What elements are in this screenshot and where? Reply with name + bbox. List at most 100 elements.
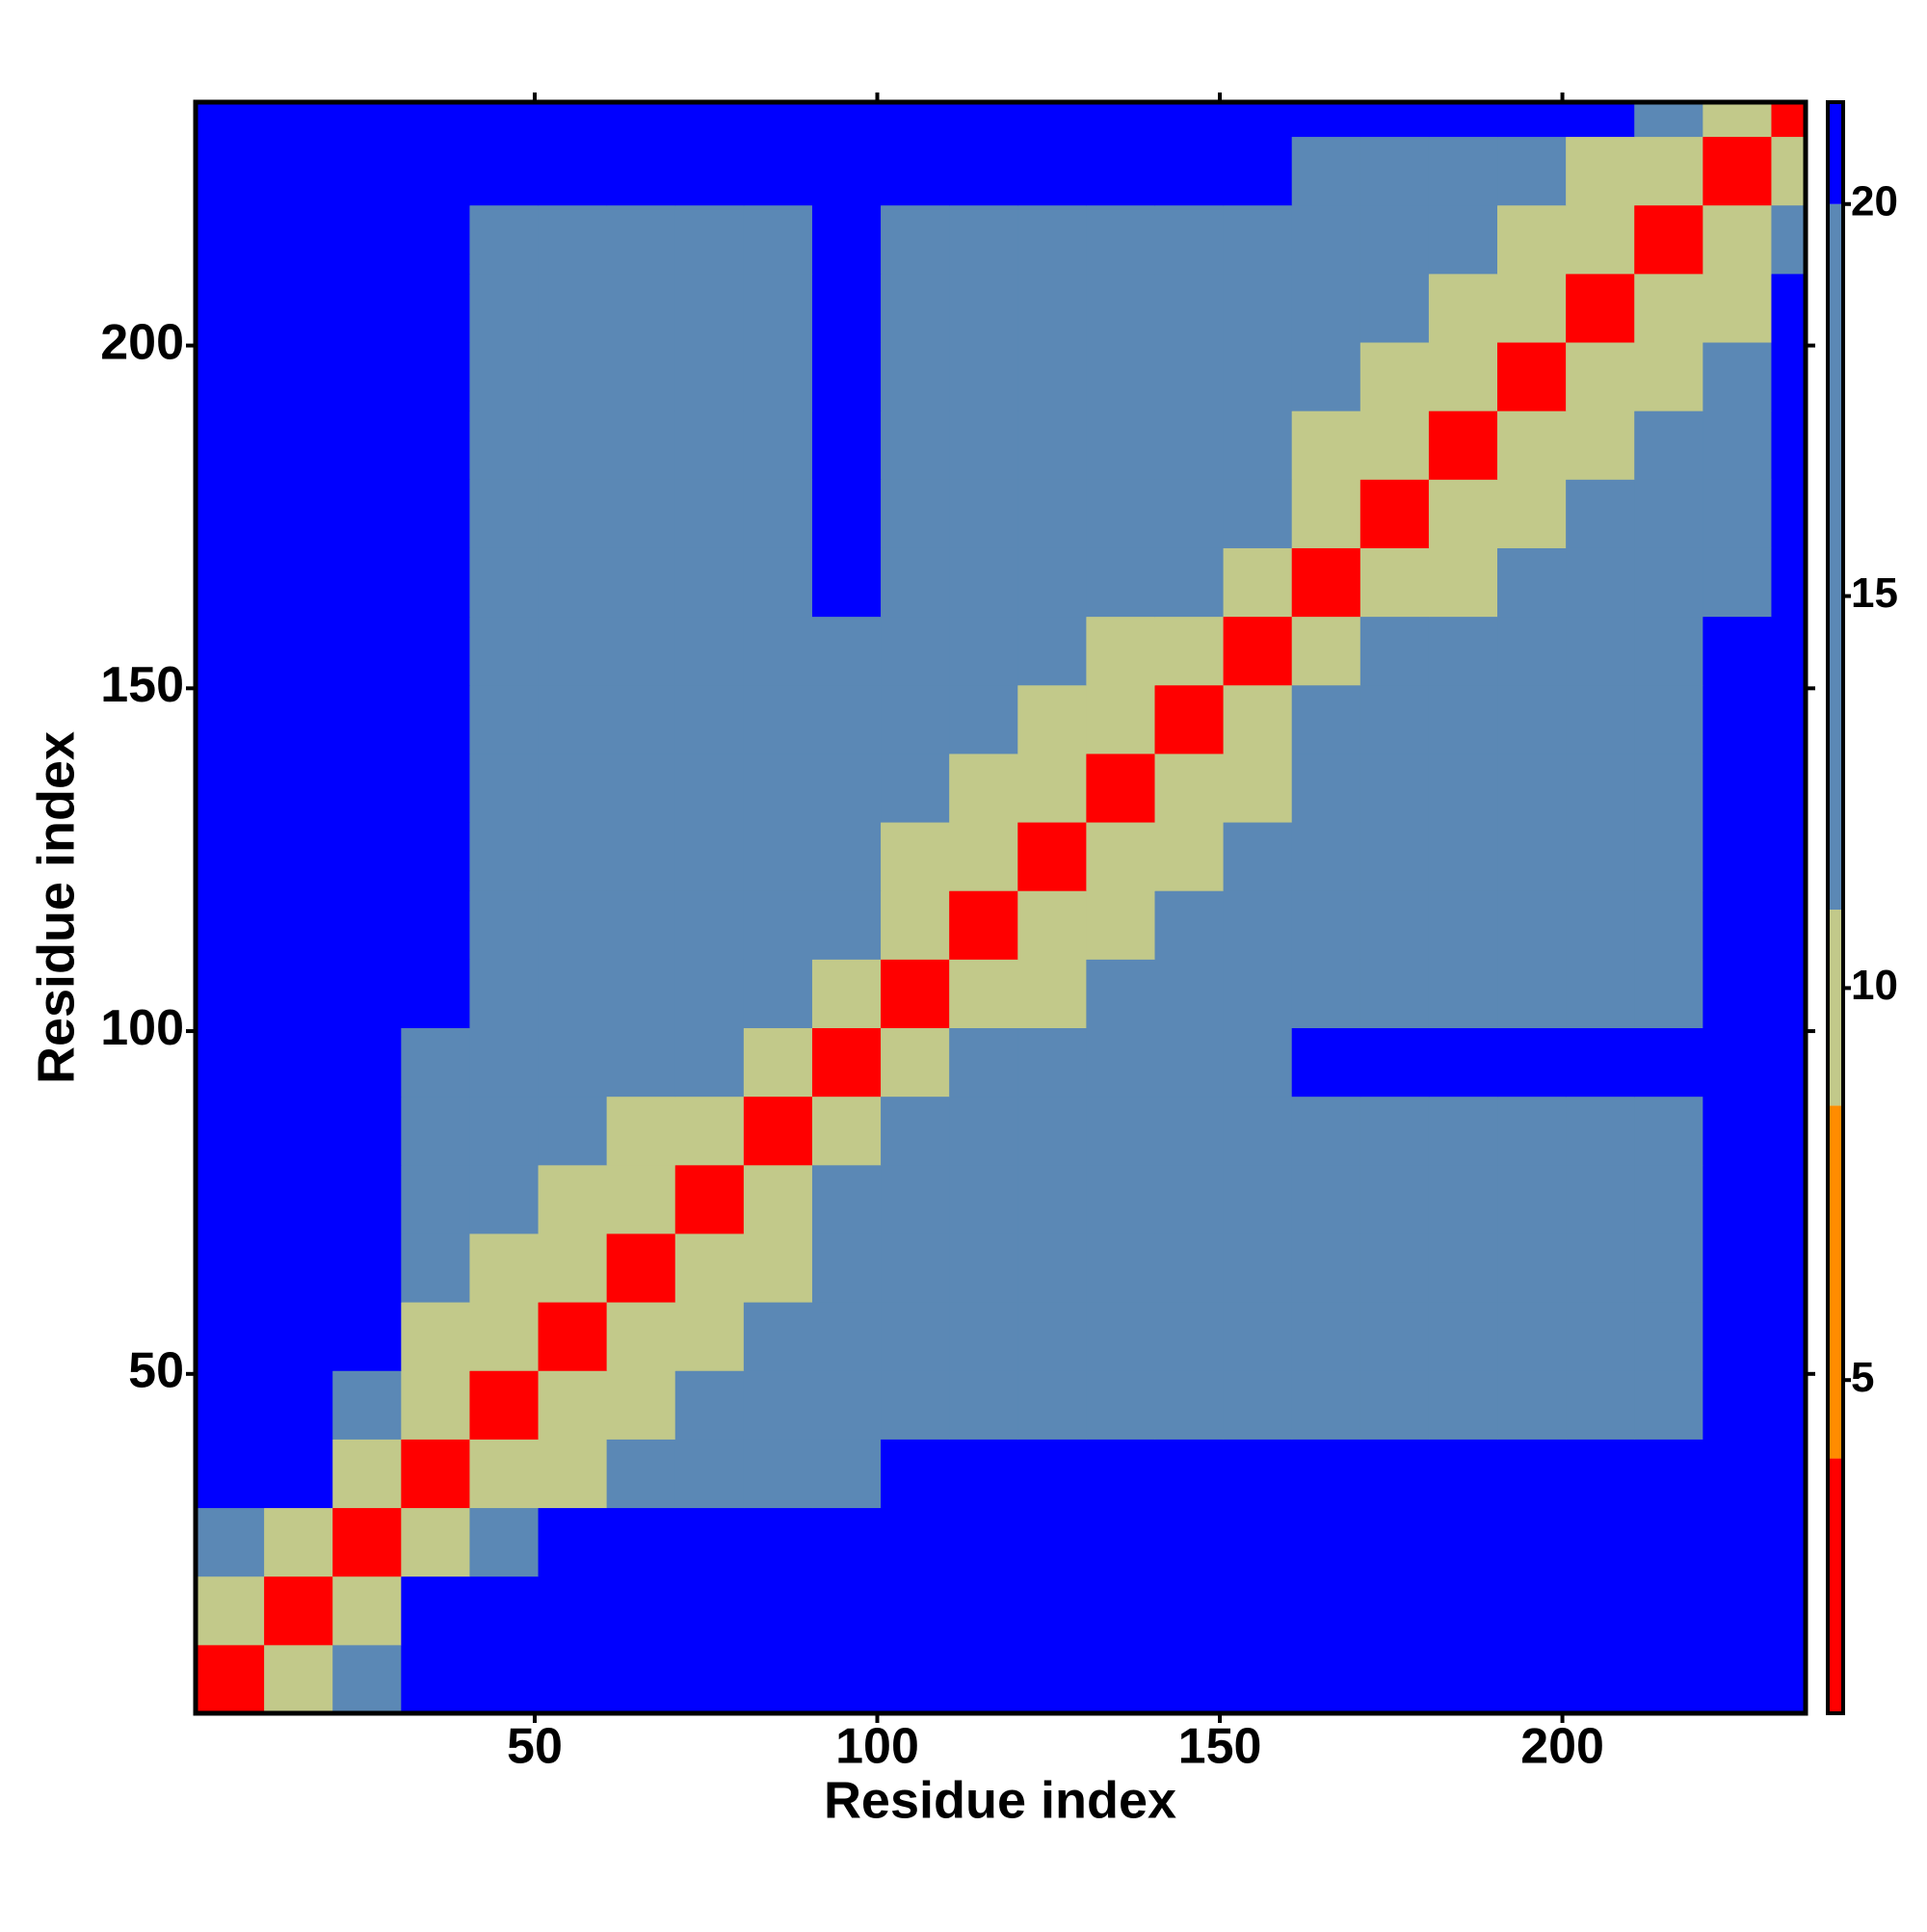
- heatmap-cell: [811, 1027, 882, 1098]
- heatmap-cell: [1017, 1644, 1087, 1714]
- heatmap-cell: [332, 1027, 402, 1098]
- colorbar-segment: [1828, 1458, 1843, 1713]
- heatmap-cell: [1771, 959, 1807, 1029]
- heatmap-cell: [1634, 959, 1703, 1029]
- heatmap-cell: [1291, 753, 1361, 823]
- heatmap-cell: [469, 1507, 540, 1577]
- heatmap-cell: [1566, 1644, 1635, 1714]
- heatmap-cell: [1428, 479, 1498, 548]
- heatmap-cell: [743, 753, 813, 823]
- heatmap-cell: [1086, 1370, 1155, 1440]
- heatmap-cell: [401, 684, 470, 754]
- heatmap-cell: [1703, 547, 1772, 618]
- heatmap-cell: [1771, 1370, 1807, 1440]
- heatmap-cell: [1634, 1370, 1703, 1440]
- heatmap-cell: [332, 1507, 402, 1577]
- heatmap-cell: [1017, 547, 1087, 618]
- x-tick-label: 50: [507, 1719, 563, 1775]
- heatmap-cell: [196, 273, 265, 343]
- heatmap-cell: [196, 204, 265, 275]
- heatmap-cell: [1291, 616, 1361, 686]
- heatmap-cell: [1359, 1164, 1430, 1234]
- heatmap-cell: [674, 753, 745, 823]
- heatmap-cell: [196, 342, 265, 411]
- heatmap-cell: [811, 479, 882, 548]
- heatmap-cell: [469, 204, 540, 275]
- heatmap-cell: [1428, 102, 1498, 138]
- heatmap-cell: [469, 1232, 540, 1303]
- heatmap-cell: [1497, 890, 1567, 960]
- heatmap-cell: [606, 102, 676, 138]
- heatmap-cell: [1086, 102, 1155, 138]
- heatmap-cell: [674, 1370, 745, 1440]
- heatmap-cell: [1497, 410, 1567, 480]
- x-axis-title: Residue index: [824, 1771, 1176, 1829]
- heatmap-cell: [1634, 1302, 1703, 1371]
- heatmap-cell: [1291, 1644, 1361, 1714]
- heatmap-cell: [1703, 1302, 1772, 1371]
- heatmap-cell: [1566, 1370, 1635, 1440]
- heatmap-cell: [949, 410, 1018, 480]
- heatmap-cell: [1771, 616, 1807, 686]
- heatmap-cell: [1771, 822, 1807, 891]
- heatmap-cell: [811, 616, 882, 686]
- heatmap-cell: [1771, 102, 1807, 138]
- heatmap-cell: [881, 1096, 950, 1166]
- heatmap-cell: [401, 1507, 470, 1577]
- heatmap-cell: [881, 1507, 950, 1577]
- heatmap-cell: [538, 410, 608, 480]
- heatmap-cell: [674, 1027, 745, 1098]
- heatmap-cell: [1634, 822, 1703, 891]
- heatmap-cell: [1154, 959, 1225, 1029]
- heatmap-cell: [401, 1370, 470, 1440]
- heatmap-cell: [606, 753, 676, 823]
- heatmap-cell: [1017, 410, 1087, 480]
- heatmap-cell: [1086, 1302, 1155, 1371]
- heatmap-cell: [264, 822, 333, 891]
- heatmap-cell: [538, 1164, 608, 1234]
- heatmap-cell: [811, 753, 882, 823]
- heatmap-cell: [1634, 410, 1703, 480]
- heatmap-cell: [674, 1164, 745, 1234]
- heatmap-cell: [1359, 102, 1430, 138]
- heatmap-cell: [674, 410, 745, 480]
- heatmap-cell: [469, 1370, 540, 1440]
- heatmap-cell: [332, 1439, 402, 1509]
- heatmap-cell: [1017, 1507, 1087, 1577]
- heatmap-cell: [1086, 136, 1155, 206]
- heatmap-cell: [811, 1232, 882, 1303]
- heatmap-cell: [743, 1027, 813, 1098]
- heatmap-cell: [1154, 410, 1225, 480]
- heatmap-cell: [1497, 616, 1567, 686]
- heatmap-cell: [1566, 1575, 1635, 1646]
- heatmap-cell: [1634, 1096, 1703, 1166]
- heatmap-cell: [1291, 1575, 1361, 1646]
- heatmap-cell: [1086, 547, 1155, 618]
- heatmap-cell: [1223, 684, 1293, 754]
- heatmap-cell: [1566, 342, 1635, 411]
- heatmap-cell: [743, 1370, 813, 1440]
- heatmap-cell: [1428, 136, 1498, 206]
- heatmap-cell: [469, 410, 540, 480]
- heatmap-cell: [1359, 204, 1430, 275]
- heatmap-cell: [881, 1164, 950, 1234]
- heatmap-cell: [1497, 1096, 1567, 1166]
- heatmap-cell: [1154, 616, 1225, 686]
- heatmap-cell: [1428, 1439, 1498, 1509]
- heatmap-cell: [1291, 1507, 1361, 1577]
- heatmap-cell: [538, 959, 608, 1029]
- heatmap-cell: [538, 204, 608, 275]
- heatmap-cell: [674, 547, 745, 618]
- heatmap-cell: [881, 616, 950, 686]
- heatmap-cell: [469, 1027, 540, 1098]
- heatmap-cell: [401, 890, 470, 960]
- colorbar-tick-label: 10: [1851, 962, 1898, 1009]
- heatmap-cell: [1703, 1096, 1772, 1166]
- heatmap-cell: [1703, 1507, 1772, 1577]
- heatmap-cell: [1223, 1507, 1293, 1577]
- heatmap-cell: [743, 959, 813, 1029]
- heatmap-cell: [1086, 1575, 1155, 1646]
- heatmap-cell: [743, 1507, 813, 1577]
- heatmap-cell: [949, 1370, 1018, 1440]
- heatmap-cell: [674, 1439, 745, 1509]
